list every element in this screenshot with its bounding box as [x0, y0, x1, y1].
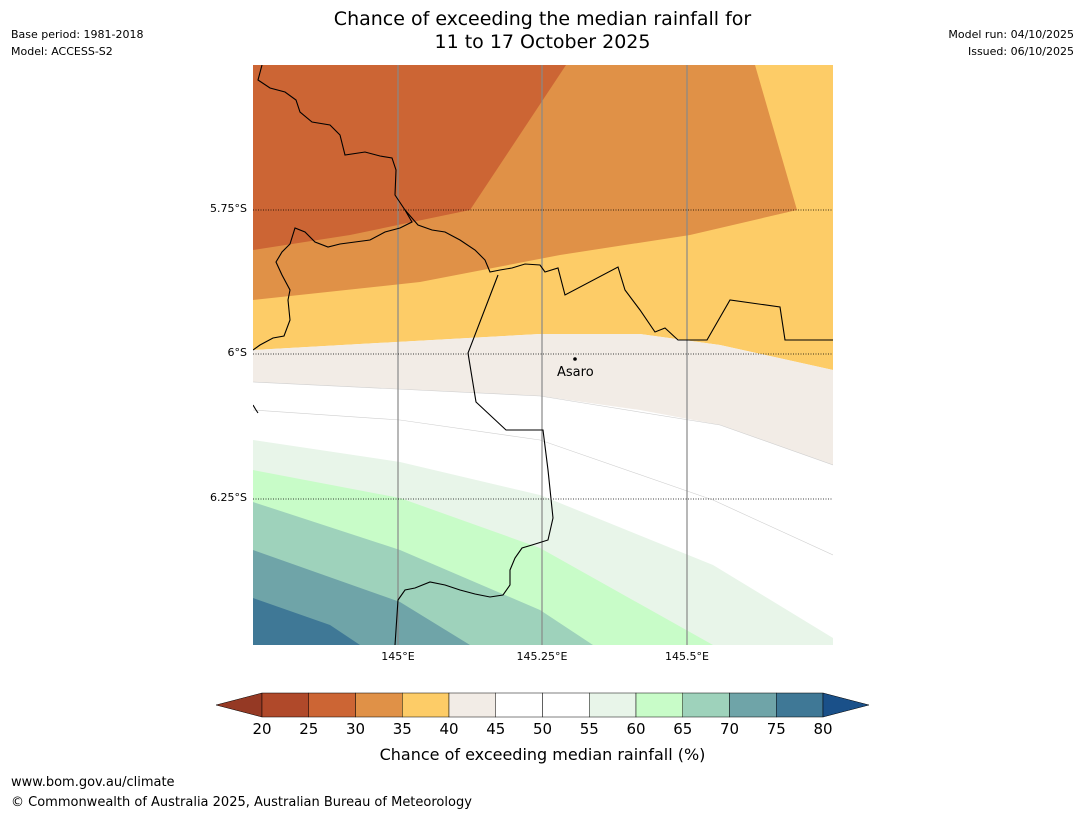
colorbar-tick-25: 25: [299, 720, 319, 738]
colorbar-tick-75: 75: [766, 720, 786, 738]
colorbar-tick-60: 60: [626, 720, 646, 738]
contour-line: [253, 409, 833, 556]
colorbar-swatch-40-45: [448, 692, 496, 718]
colorbar: [215, 692, 870, 718]
lon-label-145.5E: 145.5°E: [665, 650, 709, 663]
colorbar-swatch-75-80: [776, 692, 824, 718]
colorbar-tick-45: 45: [486, 720, 506, 738]
colorbar-under-arrow: [215, 692, 263, 718]
colorbar-tick-35: 35: [392, 720, 412, 738]
colorbar-swatch-20-25: [261, 692, 309, 718]
colorbar-tick-20: 20: [252, 720, 272, 738]
colorbar-swatch-70-75: [729, 692, 777, 718]
colorbar-tick-65: 65: [673, 720, 693, 738]
colorbar-tick-55: 55: [579, 720, 599, 738]
colorbar-swatch-65-70: [682, 692, 730, 718]
colorbar-tick-40: 40: [439, 720, 459, 738]
colorbar-tick-70: 70: [719, 720, 740, 738]
lon-label-145E: 145°E: [381, 650, 415, 663]
colorbar-swatch-30-35: [355, 692, 403, 718]
rainfall-probability-map: [253, 65, 833, 645]
title-line-1: Chance of exceeding the median rainfall …: [333, 8, 752, 30]
model-run: Model run: 04/10/2025: [948, 28, 1074, 41]
metadata-right: Model run: 04/10/2025 Issued: 06/10/2025: [948, 26, 1074, 60]
band-75-80: [253, 598, 360, 645]
graticule: [253, 65, 833, 645]
footer-copyright: © Commonwealth of Australia 2025, Austra…: [11, 795, 472, 810]
colorbar-tick-80: 80: [813, 720, 833, 738]
base-period: Base period: 1981-2018: [11, 28, 144, 41]
colorbar-swatch-50-55: [542, 692, 590, 718]
map-title: Chance of exceeding the median rainfall …: [0, 8, 1085, 54]
band-25-30: [253, 65, 566, 250]
colorbar-tick-30: 30: [345, 720, 366, 738]
colorbar-swatch-35-40: [402, 692, 450, 718]
model-name: Model: ACCESS-S2: [11, 45, 113, 58]
colorbar-swatch-25-30: [308, 692, 356, 718]
colorbar-label: Chance of exceeding median rainfall (%): [379, 745, 706, 764]
issued-date: Issued: 06/10/2025: [967, 45, 1074, 58]
lat-label-6.25S: 6.25°S: [210, 491, 247, 504]
contour-line: [253, 381, 833, 466]
title-line-2: 11 to 17 October 2025: [434, 31, 651, 53]
colorbar-swatch-55-60: [589, 692, 637, 718]
province-boundaries: [253, 65, 833, 645]
colorbar-over-arrow: [822, 692, 870, 718]
footer-url[interactable]: www.bom.gov.au/climate: [11, 775, 175, 790]
lat-label-5.75S: 5.75°S: [210, 202, 247, 215]
colorbar-tick-50: 50: [532, 720, 553, 738]
lat-label-6S: 6°S: [227, 346, 247, 359]
colorbar-swatch-60-65: [635, 692, 683, 718]
lon-label-145.25E: 145.25°E: [516, 650, 568, 663]
colorbar-swatch-45-50: [495, 692, 543, 718]
asaro-marker: [573, 357, 577, 361]
place-label-asaro: Asaro: [557, 365, 594, 380]
metadata-left: Base period: 1981-2018 Model: ACCESS-S2: [11, 26, 143, 60]
